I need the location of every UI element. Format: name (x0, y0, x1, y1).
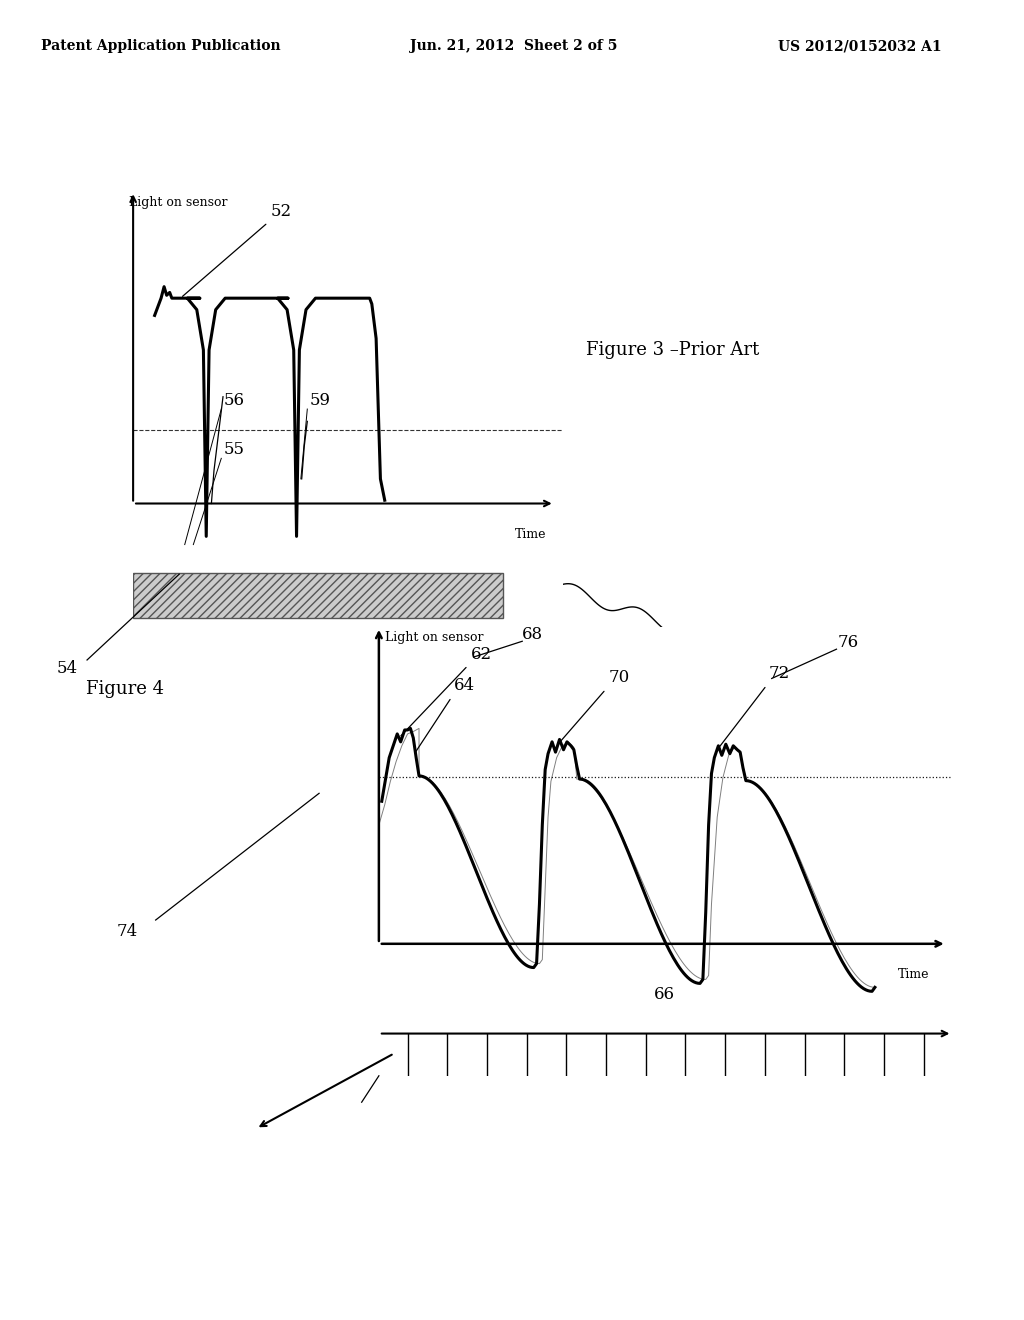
Text: 74: 74 (117, 923, 138, 940)
Text: Time: Time (514, 528, 546, 541)
Text: 59: 59 (309, 392, 331, 409)
Text: 72: 72 (719, 665, 791, 747)
Text: Light on sensor: Light on sensor (385, 631, 483, 644)
Text: Light on sensor: Light on sensor (129, 195, 227, 209)
Text: Figure 3 –Prior Art: Figure 3 –Prior Art (586, 341, 759, 359)
Text: 55: 55 (223, 441, 245, 458)
Text: 54: 54 (56, 660, 78, 677)
Text: 68: 68 (522, 626, 544, 643)
Text: US 2012/0152032 A1: US 2012/0152032 A1 (778, 40, 942, 53)
Text: 52: 52 (182, 203, 292, 297)
Text: 62: 62 (400, 645, 492, 735)
Text: Time: Time (898, 968, 930, 981)
Text: 76: 76 (838, 634, 859, 651)
Text: 66: 66 (654, 986, 675, 1003)
Bar (133, 573, 503, 618)
Text: 58: 58 (763, 661, 784, 678)
Text: Figure 4: Figure 4 (86, 680, 164, 698)
Text: 64: 64 (416, 677, 474, 751)
Text: 56: 56 (223, 392, 245, 409)
Text: Jun. 21, 2012  Sheet 2 of 5: Jun. 21, 2012 Sheet 2 of 5 (410, 40, 617, 53)
Text: 70: 70 (558, 669, 630, 743)
Text: Patent Application Publication: Patent Application Publication (41, 40, 281, 53)
